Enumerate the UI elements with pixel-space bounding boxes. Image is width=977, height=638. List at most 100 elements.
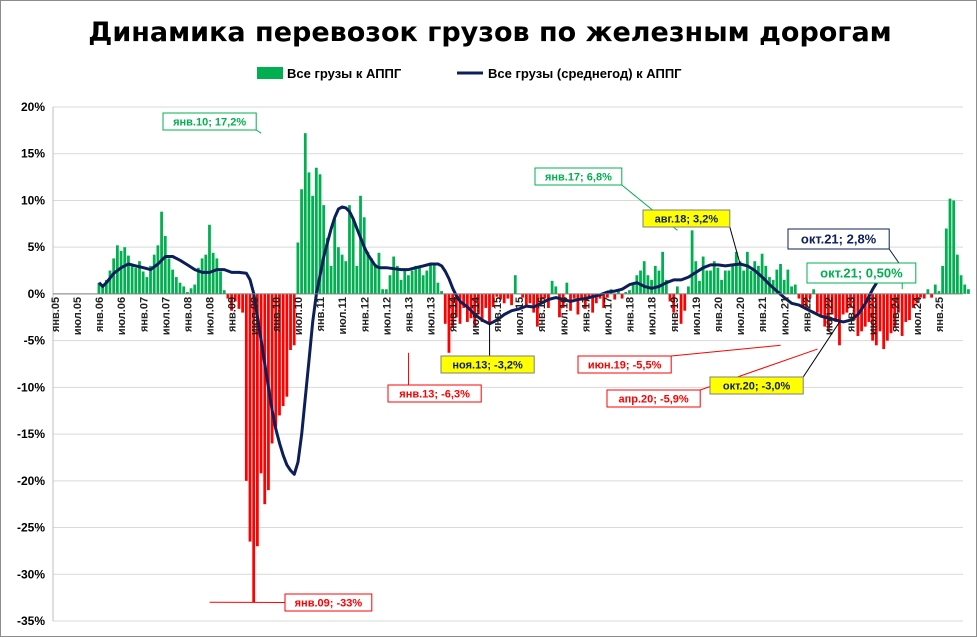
bar [285, 294, 288, 397]
bar [484, 294, 487, 308]
callout-leader [256, 130, 261, 133]
x-tick-label: июл.14 [470, 296, 482, 335]
x-tick-label: янв.17 [580, 297, 592, 332]
bar [145, 277, 148, 294]
bar [300, 189, 303, 294]
bar [956, 255, 959, 294]
bar [882, 294, 885, 349]
bar [348, 205, 351, 294]
y-tick-label: 10% [21, 193, 45, 207]
bar [381, 289, 384, 294]
bar [120, 251, 123, 294]
bar [190, 288, 193, 294]
bar [171, 270, 174, 294]
bar [201, 258, 204, 294]
bar [820, 294, 823, 317]
bar [963, 285, 966, 294]
x-tick-label: июл.20 [735, 297, 747, 335]
bar [241, 294, 244, 313]
bar [908, 294, 911, 320]
x-tick-label: июл.23 [868, 297, 880, 335]
bar [632, 285, 635, 294]
bar [753, 261, 756, 294]
x-tick-label: янв.08 [182, 297, 194, 332]
bar [717, 268, 720, 294]
bar [403, 270, 406, 294]
bar [182, 286, 185, 293]
bar [488, 294, 491, 324]
bar [193, 285, 196, 294]
bar [886, 294, 889, 341]
y-axis: 20%15%10%5%0%-5%-10%-15%-20%-25%-30%-35% [17, 100, 53, 628]
bar [927, 289, 930, 294]
bar [311, 196, 314, 294]
bar [551, 281, 554, 294]
callout-label: янв.09; -33% [295, 597, 363, 609]
bar [433, 264, 436, 294]
bar [344, 261, 347, 294]
bar [705, 271, 708, 294]
bar [787, 270, 790, 294]
bar [798, 294, 801, 299]
y-tick-label: 15% [21, 147, 45, 161]
callout-label: окт.21; 0,50% [820, 266, 903, 281]
bar [297, 243, 300, 294]
bar [179, 283, 182, 294]
bar [330, 266, 333, 294]
bar [418, 266, 421, 294]
bar [794, 285, 797, 294]
bar [175, 277, 178, 294]
y-tick-label: -35% [17, 614, 45, 628]
callout-label: янв.17; 6,8% [545, 171, 612, 183]
bar [676, 286, 679, 293]
bar [341, 255, 344, 294]
bar [123, 247, 126, 294]
x-tick-label: июл.05 [72, 297, 84, 335]
bar [621, 294, 624, 299]
x-tick-label: июл.24 [912, 296, 924, 335]
bar [510, 294, 513, 305]
bar [212, 253, 215, 294]
bar [930, 294, 933, 298]
x-tick-label: янв.20 [713, 297, 725, 332]
bar [742, 271, 745, 294]
x-tick-label: июл.21 [779, 297, 791, 335]
callout-label: апр.20; -5,9% [618, 393, 688, 405]
bar [945, 228, 948, 293]
bar [628, 290, 631, 294]
x-tick-label: янв.13 [404, 297, 416, 332]
bar [577, 294, 580, 315]
callout-label: ноя.13; -3,2% [452, 359, 523, 371]
bar [639, 271, 642, 294]
x-tick-label: июл.09 [249, 297, 261, 335]
bar [157, 245, 160, 294]
bar [304, 133, 307, 294]
x-tick-label: янв.19 [669, 297, 681, 332]
bar [735, 252, 738, 294]
bar [355, 266, 358, 294]
x-tick-label: янв.10 [271, 297, 283, 332]
bar [960, 275, 963, 294]
bar [694, 261, 697, 294]
x-tick-label: янв.24 [890, 296, 902, 332]
x-tick-label: июл.12 [381, 297, 393, 335]
callout-label: янв.13; -6,3% [399, 388, 470, 400]
bar [709, 271, 712, 294]
bar [529, 294, 532, 303]
x-tick-label: июл.19 [691, 297, 703, 335]
bar [514, 275, 517, 294]
y-tick-label: 0% [28, 287, 46, 301]
bar [164, 236, 167, 294]
x-tick-label: янв.11 [315, 297, 327, 332]
bar [746, 252, 749, 294]
callout-label: окт.20; -3,0% [723, 380, 791, 392]
legend-bar-swatch [257, 67, 283, 79]
bar [208, 225, 211, 294]
callout-label: июн.19; -5,5% [588, 359, 662, 371]
x-tick-label: янв.15 [492, 297, 504, 332]
bar [750, 271, 753, 294]
y-tick-label: -30% [17, 567, 45, 581]
bar [702, 257, 705, 294]
